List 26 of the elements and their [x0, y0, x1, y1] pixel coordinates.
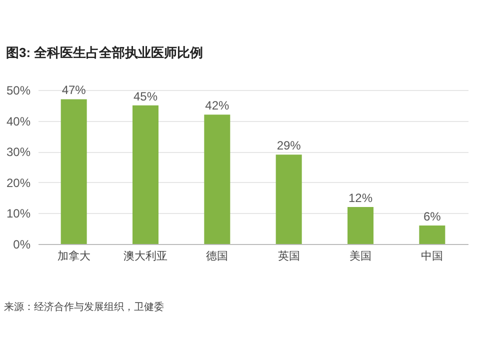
y-tick-label: 0%	[13, 238, 31, 252]
source-note: 来源：经济合作与发展组织，卫健委	[4, 300, 164, 314]
bar	[419, 226, 446, 244]
data-label: 42%	[205, 98, 230, 113]
chart-title: 图3: 全科医生占全部执业医师比例	[6, 44, 204, 62]
data-label: 47%	[62, 83, 86, 98]
x-tick-label: 澳大利亚	[124, 250, 168, 262]
data-label: 45%	[133, 89, 158, 104]
y-tick-label: 20%	[6, 176, 31, 190]
x-tick-label: 德国	[206, 250, 228, 262]
data-label: 12%	[348, 191, 373, 206]
bar	[204, 114, 230, 244]
x-tick-label: 中国	[421, 250, 444, 262]
bar	[348, 207, 374, 244]
y-tick-label: 10%	[6, 206, 31, 221]
y-tick-label: 50%	[6, 84, 31, 98]
x-tick-label: 英国	[278, 250, 300, 262]
x-tick-label: 加拿大	[57, 250, 90, 262]
bar	[276, 154, 302, 244]
y-tick-label: 40%	[6, 114, 31, 128]
y-tick-label: 30%	[6, 145, 31, 160]
data-label: 29%	[276, 138, 302, 153]
x-tick-label: 美国	[350, 250, 372, 262]
bar	[60, 99, 87, 244]
bar	[132, 105, 158, 244]
data-label: 6%	[423, 210, 442, 224]
